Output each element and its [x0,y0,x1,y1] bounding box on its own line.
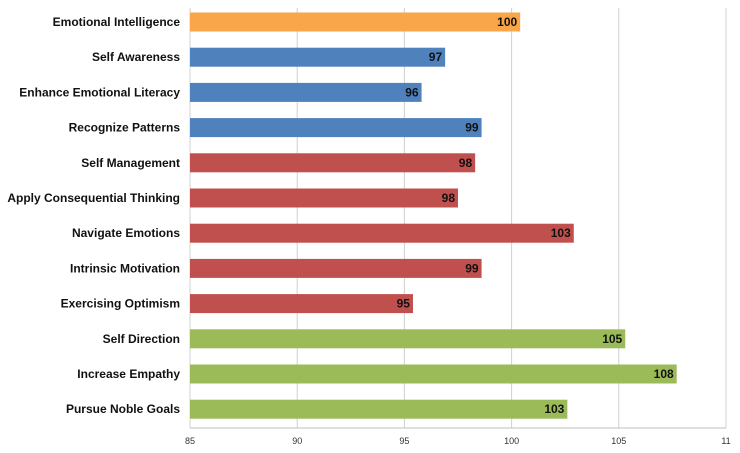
bar [190,188,458,208]
data-label: 103 [551,226,571,240]
bar [190,364,677,384]
data-label: 98 [459,156,473,170]
category-label: Exercising Optimism [61,297,180,311]
bar [190,12,521,32]
data-label: 97 [429,50,443,64]
data-label: 95 [397,297,411,311]
category-label: Self Awareness [92,50,180,64]
category-label: Emotional Intelligence [53,15,181,29]
x-tick-label: 85 [185,436,195,446]
category-label: Apply Consequential Thinking [7,191,180,205]
category-label: Navigate Emotions [72,226,180,240]
data-label: 96 [405,85,419,99]
x-tick-label: 100 [504,436,519,446]
bar [190,399,568,419]
category-label: Self Management [81,156,180,170]
bar [190,329,626,349]
category-label: Enhance Emotional Literacy [19,85,180,99]
category-label: Self Direction [103,332,180,346]
category-label: Pursue Noble Goals [66,402,180,416]
bar [190,258,482,278]
x-tick-label: 11 [721,436,730,446]
bar [190,294,413,314]
data-label: 99 [465,121,479,135]
category-label: Increase Empathy [77,367,180,381]
data-label: 100 [497,15,517,29]
x-tick-label: 95 [399,436,409,446]
bar [190,82,422,102]
category-label: Recognize Patterns [69,121,181,135]
category-label: Intrinsic Motivation [70,261,180,275]
data-label: 108 [654,367,674,381]
data-label: 99 [465,261,479,275]
bar [190,153,476,173]
bar [190,118,482,138]
bar [190,223,574,243]
bar [190,47,446,67]
data-label: 105 [602,332,622,346]
data-label: 98 [442,191,456,205]
x-tick-label: 105 [611,436,626,446]
data-label: 103 [544,402,564,416]
x-tick-label: 90 [292,436,302,446]
